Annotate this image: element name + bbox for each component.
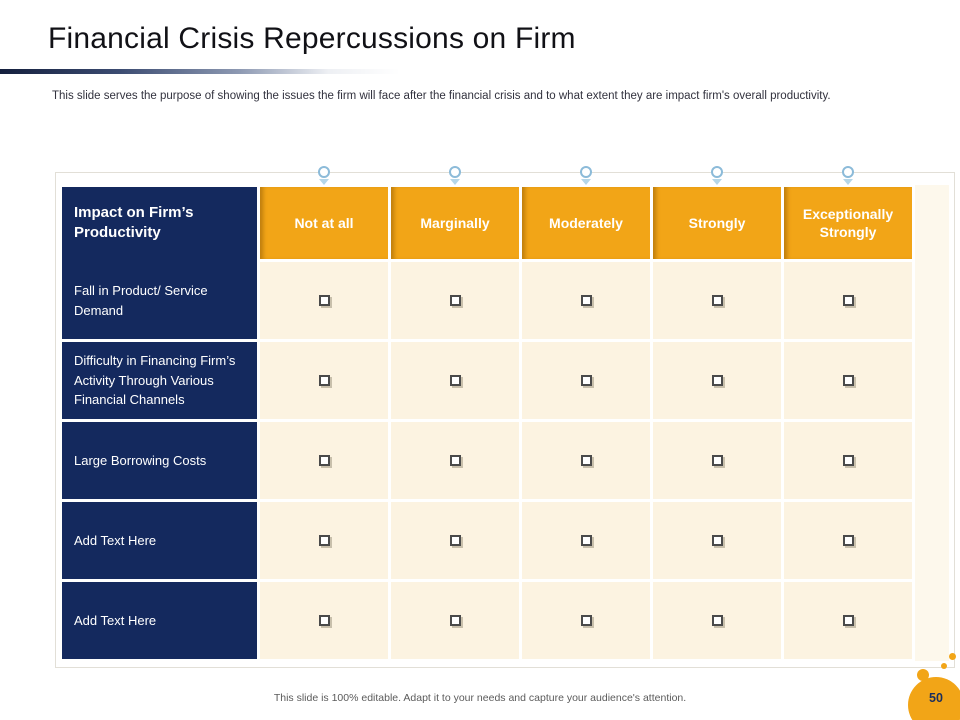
column-marker-circle <box>318 166 330 178</box>
column-marker-circle <box>842 166 854 178</box>
table-corner-header: Impact on Firm’s Productivity <box>62 187 257 262</box>
checkbox-icon[interactable] <box>711 375 723 386</box>
table-overflow-strip <box>915 185 949 661</box>
checkbox-cell[interactable] <box>260 342 388 419</box>
page-number: 50 <box>929 691 943 705</box>
checkbox-icon[interactable] <box>318 615 330 626</box>
row-label-cell: Add Text Here <box>62 582 257 659</box>
column-marker-chevron-icon <box>581 179 591 185</box>
column-header-cell: Marginally <box>391 187 519 259</box>
column-marker-chevron-icon <box>712 179 722 185</box>
checkbox-icon[interactable] <box>711 535 723 546</box>
checkbox-icon[interactable] <box>842 615 854 626</box>
checkbox-cell[interactable] <box>653 342 781 419</box>
column-header-cell: Not at all <box>260 187 388 259</box>
checkbox-cell[interactable] <box>653 262 781 339</box>
slide-description: This slide serves the purpose of showing… <box>52 90 831 102</box>
checkbox-icon[interactable] <box>580 615 592 626</box>
column-marker-circle <box>449 166 461 178</box>
decorative-dot <box>949 653 956 660</box>
checkbox-icon[interactable] <box>580 535 592 546</box>
checkbox-cell[interactable] <box>784 582 912 659</box>
column-header-cell: Moderately <box>522 187 650 259</box>
checkbox-icon[interactable] <box>842 295 854 306</box>
checkbox-icon[interactable] <box>842 455 854 466</box>
checkbox-cell[interactable] <box>653 502 781 579</box>
checkbox-cell[interactable] <box>784 422 912 499</box>
checkbox-icon[interactable] <box>318 535 330 546</box>
page-title: Financial Crisis Repercussions on Firm <box>48 22 576 55</box>
checkbox-icon[interactable] <box>449 295 461 306</box>
checkbox-cell[interactable] <box>522 342 650 419</box>
checkbox-cell[interactable] <box>522 582 650 659</box>
checkbox-icon[interactable] <box>449 615 461 626</box>
column-marker-chevron-icon <box>843 179 853 185</box>
checkbox-icon[interactable] <box>842 375 854 386</box>
checkbox-cell[interactable] <box>391 502 519 579</box>
checkbox-icon[interactable] <box>318 375 330 386</box>
survey-table-panel: Impact on Firm’s Productivity Not at all M… <box>55 166 955 668</box>
checkbox-icon[interactable] <box>711 455 723 466</box>
title-underline <box>0 69 400 74</box>
footer-note: This slide is 100% editable. Adapt it to… <box>273 692 687 704</box>
row-label-cell: Fall in Product/ Service Demand <box>62 262 257 339</box>
checkbox-cell[interactable] <box>522 502 650 579</box>
checkbox-icon[interactable] <box>711 295 723 306</box>
checkbox-icon[interactable] <box>318 455 330 466</box>
column-header-cell: Exceptionally Strongly <box>784 187 912 259</box>
column-marker-circle <box>711 166 723 178</box>
checkbox-cell[interactable] <box>260 262 388 339</box>
checkbox-icon[interactable] <box>711 615 723 626</box>
checkbox-icon[interactable] <box>449 535 461 546</box>
checkbox-icon[interactable] <box>580 375 592 386</box>
checkbox-cell[interactable] <box>260 582 388 659</box>
checkbox-cell[interactable] <box>784 502 912 579</box>
column-header-cell: Strongly <box>653 187 781 259</box>
checkbox-cell[interactable] <box>784 342 912 419</box>
impact-table: Impact on Firm’s Productivity Not at all M… <box>62 187 912 659</box>
checkbox-icon[interactable] <box>842 535 854 546</box>
row-label-cell: Difficulty in Financing Firm’s Activity … <box>62 342 257 419</box>
checkbox-cell[interactable] <box>391 262 519 339</box>
checkbox-cell[interactable] <box>522 262 650 339</box>
page-number-badge: 50 <box>908 677 960 720</box>
checkbox-icon[interactable] <box>580 295 592 306</box>
checkbox-icon[interactable] <box>318 295 330 306</box>
checkbox-cell[interactable] <box>260 502 388 579</box>
checkbox-cell[interactable] <box>391 342 519 419</box>
checkbox-cell[interactable] <box>391 422 519 499</box>
checkbox-icon[interactable] <box>449 455 461 466</box>
column-marker-chevron-icon <box>319 179 329 185</box>
checkbox-cell[interactable] <box>260 422 388 499</box>
row-label-cell: Add Text Here <box>62 502 257 579</box>
checkbox-cell[interactable] <box>653 422 781 499</box>
checkbox-cell[interactable] <box>653 582 781 659</box>
checkbox-icon[interactable] <box>580 455 592 466</box>
checkbox-cell[interactable] <box>784 262 912 339</box>
column-marker-chevron-icon <box>450 179 460 185</box>
column-marker-circle <box>580 166 592 178</box>
decorative-dot <box>941 663 947 669</box>
checkbox-cell[interactable] <box>522 422 650 499</box>
checkbox-icon[interactable] <box>449 375 461 386</box>
row-label-cell: Large Borrowing Costs <box>62 422 257 499</box>
checkbox-cell[interactable] <box>391 582 519 659</box>
